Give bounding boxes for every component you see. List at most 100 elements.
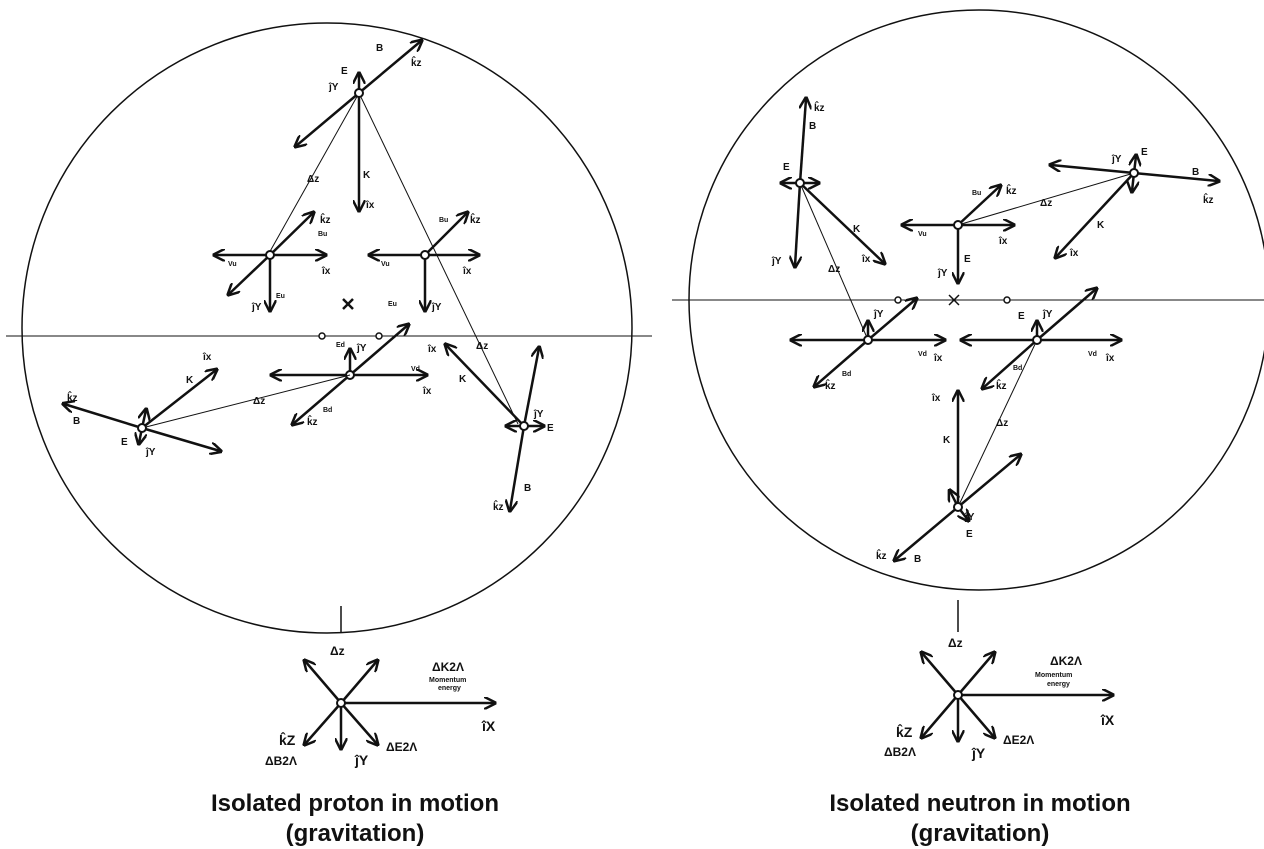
proton-center-marker [342, 298, 354, 310]
label-Vd: Vd [1088, 351, 1097, 358]
legend-momentum: Momentum [1035, 672, 1072, 679]
label-Eu: Eu [388, 301, 397, 308]
legend-kz: k̂Z [896, 723, 913, 740]
legend-jy: ĵY [354, 752, 369, 768]
proton-down-quark [272, 325, 426, 424]
label-Bu: Bu [318, 231, 327, 238]
legend-dK: ΔK2Λ [432, 660, 464, 674]
label-ix: îx [365, 200, 375, 211]
label-ix: îx [931, 393, 941, 404]
label-E: E [547, 423, 554, 434]
label-ix: îx [462, 266, 472, 277]
label-Ed: Ed [336, 342, 345, 349]
label-B: B [809, 121, 816, 132]
label-ix: îx [321, 266, 331, 277]
label-jy: ĵY [145, 447, 156, 458]
label-kz: k̂z [411, 56, 422, 69]
label-dz: Δz [253, 396, 265, 407]
label-K: K [1097, 220, 1105, 231]
proton-boundary [21, 22, 633, 634]
label-ix: îx [202, 352, 212, 363]
label-Vu: Vu [381, 261, 390, 268]
label-Eu: Eu [276, 293, 285, 300]
label-K: K [363, 170, 371, 181]
label-B: B [524, 483, 531, 494]
label-jy: ĵY [328, 82, 339, 93]
neutron-caption-subtitle: (gravitation) [910, 820, 1050, 847]
neutron-marker-right [1003, 296, 1011, 304]
proton-legend-triad [305, 661, 494, 748]
label-kz: k̂z [996, 379, 1007, 392]
proton-marker-left [318, 332, 326, 340]
proton-quark-left [64, 370, 351, 451]
label-K: K [459, 374, 467, 385]
legend-dK: ΔK2Λ [1050, 654, 1082, 668]
label-E: E [964, 254, 971, 265]
label-Vd: Vd [411, 366, 420, 373]
legend-dB: ΔB2Λ [884, 745, 916, 759]
legend-energy: energy [438, 685, 461, 692]
label-ix: îx [998, 236, 1008, 247]
legend-kz: k̂Z [279, 731, 296, 748]
proton-up-quark-right [370, 213, 478, 310]
proton-caption: Isolated proton in motion (gravitation) [145, 789, 565, 849]
neutron-caption: Isolated neutron in motion (gravitation) [770, 789, 1190, 849]
proton-quark-top [267, 41, 519, 425]
legend-dB: ΔB2Λ [265, 754, 297, 768]
label-jy: ĵY [1111, 154, 1122, 165]
label-jy: ĵY [873, 309, 884, 320]
neutron-up-quark [903, 172, 1135, 282]
proton-quark-right [446, 345, 543, 510]
label-dz: Δz [476, 341, 488, 352]
label-Vd: Vd [918, 351, 927, 358]
legend-energy: energy [1047, 681, 1070, 688]
label-E: E [1018, 311, 1025, 322]
legend-dE: ΔE2Λ [386, 740, 417, 754]
neutron-quark-right [1051, 156, 1218, 257]
label-E: E [1141, 147, 1148, 158]
proton-caption-title: Isolated proton in motion [211, 790, 499, 817]
neutron-quark-left [782, 99, 884, 341]
label-kz: k̂z [1006, 184, 1017, 197]
proton-up-quark-left [215, 213, 325, 310]
label-Vu: Vu [228, 261, 237, 268]
proton-marker-right [375, 332, 383, 340]
label-E: E [121, 437, 128, 448]
label-K: K [943, 435, 951, 446]
label-ix: îx [422, 386, 432, 397]
neutron-diagram: k̂z B E K îx ĵY Δz Bu k̂z Vu îx E ĵY Δz [672, 9, 1264, 761]
label-ix: îx [933, 353, 943, 364]
label-kz: k̂z [493, 500, 504, 513]
label-kz: k̂z [67, 391, 78, 404]
label-jy: ĵY [431, 302, 442, 313]
label-jy: ĵY [1042, 309, 1053, 320]
label-ix: îx [861, 254, 871, 265]
label-B: B [1192, 167, 1199, 178]
label-dz: Δz [828, 264, 840, 275]
label-jy: ĵY [771, 256, 782, 267]
label-kz: k̂z [470, 213, 481, 226]
legend-ix: îX [481, 718, 496, 734]
label-B: B [914, 554, 921, 565]
label-Vu: Vu [918, 231, 927, 238]
label-E: E [341, 66, 348, 77]
neutron-down-quark-right [957, 289, 1120, 508]
label-B: B [73, 416, 80, 427]
label-B: B [376, 43, 383, 54]
label-E: E [783, 162, 790, 173]
label-E: E [966, 529, 973, 540]
label-K: K [186, 375, 194, 386]
legend-dz: Δz [948, 636, 963, 650]
label-dz: Δz [307, 174, 319, 185]
neutron-legend-triad [922, 653, 1112, 740]
label-kz: k̂z [307, 415, 318, 428]
label-kz: k̂z [825, 379, 836, 392]
label-dz: Δz [1040, 198, 1052, 209]
label-kz: k̂z [814, 101, 825, 114]
neutron-center-marker [948, 294, 960, 306]
label-kz: k̂z [320, 213, 331, 226]
proton-diagram: B k̂z E ĵY K îx Δz k̂z Bu Vu îx Eu ĵY B [6, 22, 652, 768]
label-ix: îx [1069, 248, 1079, 259]
label-jy: ĵY [356, 343, 367, 354]
legend-dE: ΔE2Λ [1003, 733, 1034, 747]
